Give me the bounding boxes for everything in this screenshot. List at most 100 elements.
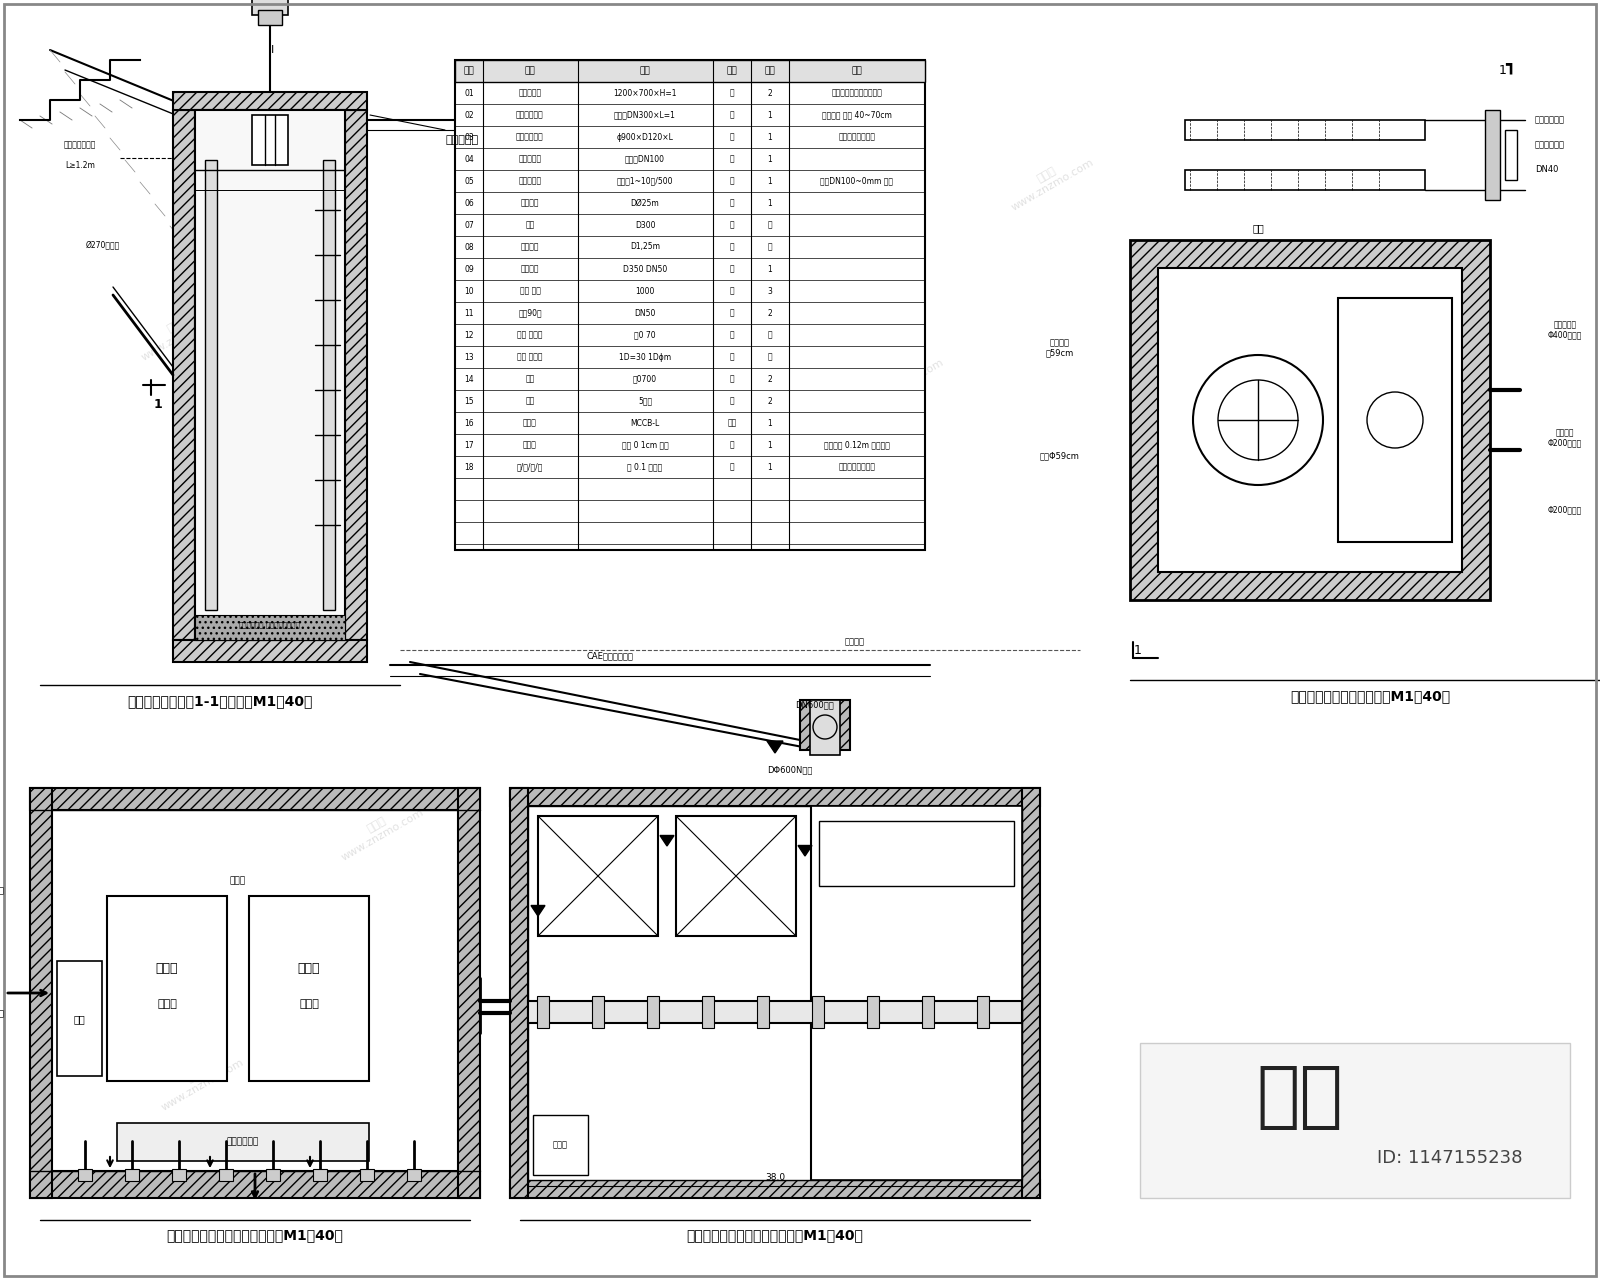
Text: 土平坡叐及排水: 土平坡叐及排水 [64,141,96,150]
Bar [528,1001,1022,1023]
Text: DΦ600N内脏: DΦ600N内脏 [768,765,813,774]
Bar [1485,110,1501,200]
Text: 知末网
www.znzmo.com: 知末网 www.znzmo.com [1005,147,1096,212]
Bar [454,60,925,550]
Polygon shape [798,846,813,856]
Text: 3: 3 [768,287,773,296]
Bar [757,996,770,1028]
Text: 套: 套 [730,462,734,471]
Text: 多: 多 [768,330,773,339]
Bar [253,0,288,15]
Text: 知末网
www.znzmo.com: 知末网 www.znzmo.com [334,797,426,863]
Bar [125,1169,139,1181]
Text: 全居大: 全居大 [230,877,246,886]
Text: 16: 16 [464,419,474,428]
Text: 件: 件 [730,397,734,406]
Text: 01: 01 [464,88,474,97]
Text: CAE内管及上接管: CAE内管及上接管 [587,652,634,660]
Bar [510,788,1040,806]
Bar [1186,120,1426,140]
Text: D300: D300 [635,220,656,229]
Text: 知末网
www.znzmo.com: 知末网 www.znzmo.com [1254,497,1346,563]
Text: 小罐: 小罐 [74,1014,85,1024]
Text: 件: 件 [730,308,734,317]
Bar [922,996,934,1028]
Text: 见应用板其它用管: 见应用板其它用管 [838,133,875,142]
Text: 5阀门: 5阀门 [638,397,653,406]
Text: Ø270向该山: Ø270向该山 [86,241,120,250]
Text: 1: 1 [768,155,773,164]
Text: 多: 多 [768,242,773,251]
Text: 套: 套 [730,88,734,97]
Text: 五通: 五通 [525,397,534,406]
Bar [30,1171,480,1198]
Text: 处理量1~10升/500: 处理量1~10升/500 [616,177,674,186]
Text: 法兰 三通管: 法兰 三通管 [517,352,542,361]
Text: 个: 个 [730,242,734,251]
Text: ɸ900×D120×L: ɸ900×D120×L [616,133,674,142]
Text: 个: 个 [730,155,734,164]
Text: 待定水泵 叶径 40~70cm: 待定水泵 叶径 40~70cm [822,110,891,119]
Text: 台: 台 [730,220,734,229]
Text: 泵井: 泵井 [1253,223,1264,233]
Text: ID: 1147155238: ID: 1147155238 [1378,1149,1523,1167]
Text: 多: 多 [768,220,773,229]
Bar [592,996,605,1028]
Bar [510,1180,1040,1198]
Text: 10: 10 [464,287,474,296]
Bar [1130,241,1490,600]
Text: 气动菝式阿: 气动菝式阿 [518,155,541,164]
Text: 13: 13 [464,352,474,361]
Text: 11: 11 [464,308,474,317]
Text: L≥1.2m: L≥1.2m [66,160,94,169]
Text: 14: 14 [464,375,474,384]
Text: 长管式潜水泵: 长管式潜水泵 [517,110,544,119]
Text: 1: 1 [768,265,773,274]
Text: 1: 1 [768,462,773,471]
Bar [646,996,659,1028]
Text: 法兰球阀: 法兰球阀 [520,242,539,251]
Bar [250,896,370,1082]
Text: 07: 07 [464,220,474,229]
Text: 污虑罐: 污虑罐 [298,963,320,975]
Bar [346,110,366,640]
Text: 2: 2 [768,88,773,97]
Bar [78,1169,93,1181]
Text: 未做灌溉出端: 未做灌溉出端 [1534,115,1565,124]
Text: Φ200进水孔: Φ200进水孔 [1547,506,1582,515]
Text: 泵房水处理间过滤设备剖面图（M1：40）: 泵房水处理间过滤设备剖面图（M1：40） [166,1228,344,1242]
Text: 见应用板其它用管: 见应用板其它用管 [838,462,875,471]
Bar [314,1169,326,1181]
Text: 件: 件 [730,375,734,384]
Text: 不锈钉格册: 不锈钉格册 [518,88,541,97]
Text: 2: 2 [768,375,773,384]
Bar [173,92,366,110]
Text: 节: 节 [730,330,734,339]
Text: 见水泵型号及规格说明书: 见水泵型号及规格说明书 [832,88,883,97]
Bar [675,817,797,936]
Text: ऀ0 70: ऀ0 70 [634,330,656,339]
Bar [30,788,480,810]
Text: D1,25m: D1,25m [630,242,661,251]
Text: 05: 05 [464,177,474,186]
Text: 套: 套 [730,133,734,142]
Text: 管件 弯头: 管件 弯头 [520,287,541,296]
Bar [205,160,218,611]
Text: 控制柜: 控制柜 [523,419,538,428]
Bar [458,788,480,1198]
Polygon shape [661,836,674,846]
Text: 收水泵井及阀门井1-1剖面图（M1：40）: 收水泵井及阀门井1-1剖面图（M1：40） [128,694,312,708]
Text: 1: 1 [768,133,773,142]
Text: 收水泵井及阀门井平面图（M1：40）: 收水泵井及阀门井平面图（M1：40） [1290,689,1450,703]
Text: 1000: 1000 [635,287,654,296]
Bar [253,115,288,165]
Text: 长/管/管/管: 长/管/管/管 [517,462,542,471]
Bar [538,817,658,936]
Text: 污虑罐: 污虑罐 [155,963,178,975]
Text: 知末网
www.znzmo.com: 知末网 www.znzmo.com [854,347,946,412]
Text: 泵房小: 泵房小 [157,998,178,1009]
Polygon shape [531,905,546,916]
Bar [1506,131,1517,180]
Bar [258,10,282,26]
Text: ┓: ┓ [1506,56,1515,74]
